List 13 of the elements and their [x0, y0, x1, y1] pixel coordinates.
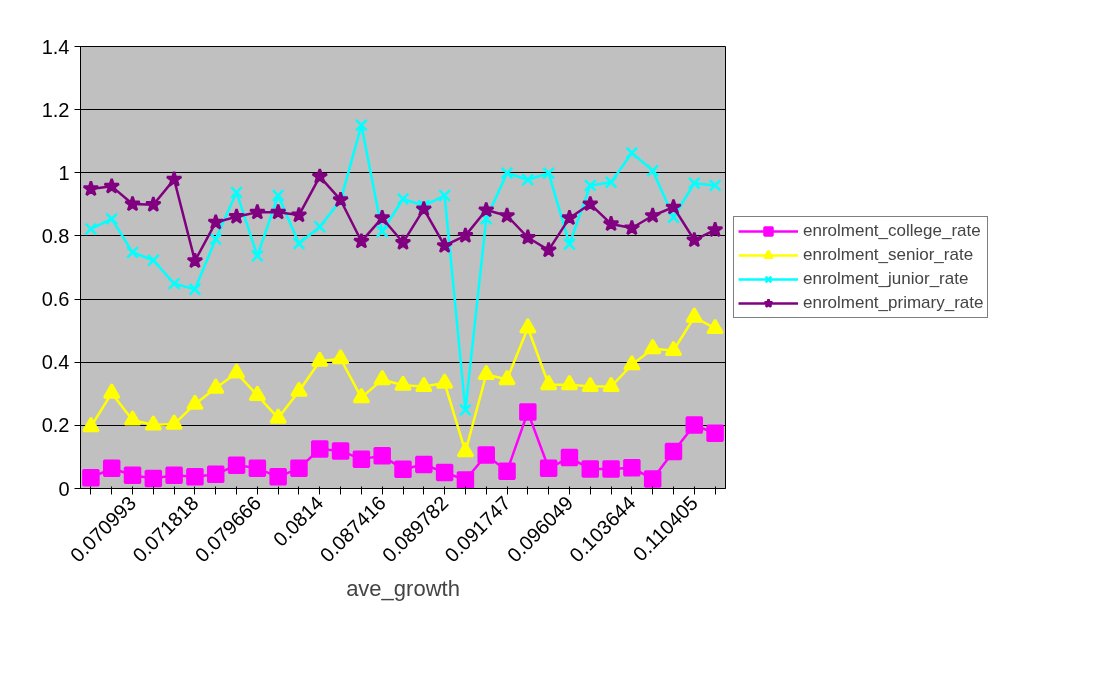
y-tick-label: 0.4 — [41, 351, 70, 374]
y-tick-label: 0 — [58, 477, 70, 500]
legend-label: enrolment_senior_rate — [803, 245, 974, 265]
y-tick-label: 0.6 — [41, 288, 70, 311]
y-tick-label: 0.8 — [41, 224, 70, 247]
legend-label: enrolment_college_rate — [803, 221, 981, 241]
y-tick-label: 1 — [58, 161, 70, 184]
y-tick-label: 0.2 — [41, 414, 70, 437]
x-axis-title: ave_growth — [346, 576, 460, 602]
y-tick-label: 1.2 — [41, 98, 70, 121]
y-tick-label: 1.4 — [41, 35, 70, 58]
legend-label: enrolment_primary_rate — [803, 293, 984, 313]
legend-label: enrolment_junior_rate — [803, 269, 969, 289]
